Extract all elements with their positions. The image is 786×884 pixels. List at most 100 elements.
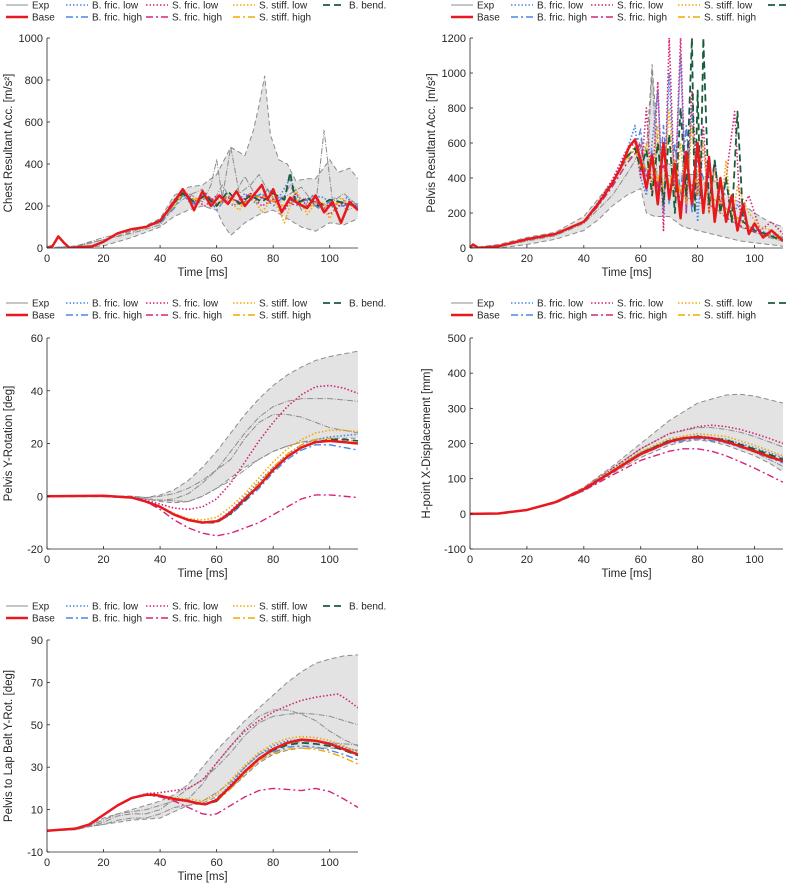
corridor-upper-line — [470, 393, 783, 515]
x-tick-label: 80 — [267, 857, 279, 869]
legend-label-s-stiff-high: S. stiff. high — [259, 614, 311, 625]
series-line-s-fric-low-6 — [47, 384, 358, 511]
legend-label-s-fric-low: S. fric. low — [617, 1, 664, 12]
y-tick-label: 70 — [31, 677, 43, 689]
corridor-lower-line — [47, 205, 358, 248]
x-tick-label: 20 — [521, 554, 533, 566]
x-tick-label: 60 — [635, 253, 647, 265]
y-tick-label: 600 — [25, 117, 43, 129]
y-axis-label: H-point X-Displacement [mm] — [421, 368, 433, 518]
x-tick-label: 100 — [321, 554, 339, 566]
y-tick-label: 0 — [37, 491, 43, 503]
legend-label-base: Base — [32, 13, 55, 24]
legend-label-b-fric-high: B. fric. high — [92, 614, 142, 625]
series-line-s-stiff-high-9 — [47, 747, 358, 832]
legend-label-b-fric-low: B. fric. low — [92, 1, 139, 12]
x-tick-label: 0 — [44, 554, 50, 566]
x-tick-label: 80 — [267, 253, 279, 265]
legend-label-exp: Exp — [477, 1, 495, 12]
y-tick-label: 20 — [31, 439, 43, 451]
series-line-base-2 — [47, 183, 358, 248]
legend-label-s-stiff-low: S. stiff. low — [259, 1, 308, 12]
legend-label-s-fric-high: S. fric. high — [617, 311, 667, 322]
x-axis-label: Time [ms] — [177, 267, 227, 279]
y-tick-label: 800 — [25, 75, 43, 87]
series-line-base-2 — [470, 435, 783, 516]
legend-label-s-stiff-low: S. stiff. low — [704, 1, 753, 12]
legend-label-b-bend: B. bend. — [349, 602, 386, 613]
y-tick-label: 30 — [31, 762, 43, 774]
chart-lapbelt: 0 20 40 60 80 100 -10 10 30 50 70 90 Time [ms] Pelvis… — [3, 635, 358, 883]
y-axis-label: Pelvis Y-Rotation [deg] — [3, 386, 15, 502]
y-tick-label: -100 — [444, 544, 466, 556]
y-tick-label: -20 — [27, 544, 43, 556]
x-tick-label: 40 — [154, 253, 166, 265]
legend-label-b-bend: B. bend. — [349, 299, 386, 310]
series-line-b-fric-high-5 — [47, 745, 358, 832]
legend-label-b-fric-high: B. fric. high — [92, 13, 142, 24]
x-tick-label: 60 — [211, 857, 223, 869]
legend-label-exp: Exp — [32, 299, 50, 310]
legend-label-s-fric-low: S. fric. low — [617, 299, 664, 310]
series-line-b-fric-high-4 — [470, 437, 783, 515]
corridor-upper-line — [47, 654, 358, 832]
legend-label-s-fric-high: S. fric. high — [617, 13, 667, 24]
y-tick-label: 600 — [448, 138, 466, 150]
series-line-s-stiff-high-7 — [583, 149, 783, 240]
series-line-exp-0 — [47, 413, 358, 499]
y-tick-label: 500 — [448, 333, 466, 345]
legend-label-b-fric-high: B. fric. high — [92, 311, 142, 322]
x-tick-label: 0 — [44, 857, 50, 869]
x-tick-label: 40 — [578, 554, 590, 566]
legend-label-s-stiff-high: S. stiff. high — [704, 311, 756, 322]
x-tick-label: 80 — [267, 554, 279, 566]
corridor-lower-line — [470, 439, 783, 515]
y-tick-label: 400 — [25, 159, 43, 171]
corridor-lower-line — [470, 187, 783, 248]
y-tick-label: 800 — [448, 103, 466, 115]
y-tick-label: 10 — [31, 805, 43, 817]
x-tick-label: 20 — [97, 857, 109, 869]
y-tick-label: 400 — [448, 368, 466, 380]
corridor-area — [47, 351, 358, 503]
y-tick-label: 200 — [448, 208, 466, 220]
legend-label-b-fric-high: B. fric. high — [537, 13, 587, 24]
legend-label-b-fric-high: B. fric. high — [537, 311, 587, 322]
legend-label-s-fric-high: S. fric. high — [172, 311, 222, 322]
series-line-exp-1 — [47, 398, 358, 501]
legend-label-s-stiff-low: S. stiff. low — [704, 299, 753, 310]
y-tick-label: 40 — [31, 386, 43, 398]
x-tick-label: 100 — [745, 253, 763, 265]
x-axis-label: Time [ms] — [601, 267, 651, 279]
series-line-exp-1 — [470, 427, 783, 515]
legend-label-s-fric-high: S. fric. high — [172, 13, 222, 24]
series-line-exp-2 — [47, 741, 358, 832]
x-tick-label: 40 — [578, 253, 590, 265]
x-tick-label: 40 — [154, 554, 166, 566]
y-axis-label: Chest Resultant Acc. [m/s²] — [3, 74, 15, 213]
legend-label-s-stiff-low: S. stiff. low — [259, 299, 308, 310]
series-line-s-fric-low-6 — [47, 693, 358, 832]
legend-label-s-fric-high: S. fric. high — [172, 614, 222, 625]
legend-label-base: Base — [477, 311, 500, 322]
legend-label-s-fric-low: S. fric. low — [172, 1, 219, 12]
legend-label-s-fric-low: S. fric. low — [172, 602, 219, 613]
corridor-upper-line — [47, 350, 358, 499]
legend-label-s-stiff-high: S. stiff. high — [704, 13, 756, 24]
series-line-base-3 — [47, 439, 358, 524]
y-axis-label: Pelvis Resultant Acc. [m/s²] — [426, 73, 438, 212]
legend-label-base: Base — [477, 13, 500, 24]
x-tick-label: 60 — [211, 554, 223, 566]
x-tick-label: 80 — [692, 253, 704, 265]
series-line-s-stiff-low-8 — [47, 429, 358, 521]
series-line-exp-2 — [47, 440, 358, 503]
legend-label-b-fric-low: B. fric. low — [537, 299, 584, 310]
x-tick-label: 0 — [44, 253, 50, 265]
x-tick-label: 0 — [467, 554, 473, 566]
